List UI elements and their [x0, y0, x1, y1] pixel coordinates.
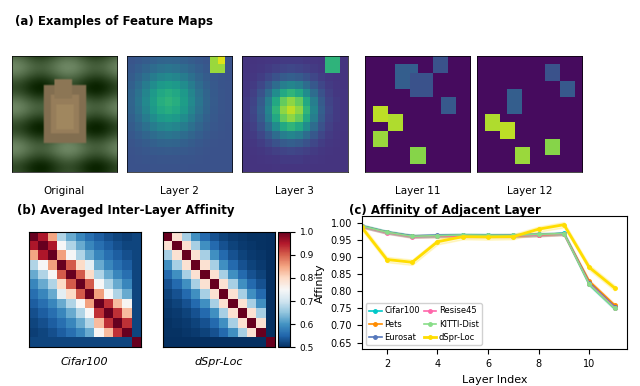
Pets — [560, 232, 568, 236]
Cifar100 — [434, 233, 442, 238]
Cifar100 — [560, 231, 568, 235]
dSpr-Loc — [434, 239, 442, 244]
Cifar100 — [509, 233, 517, 238]
Text: Cifar100: Cifar100 — [61, 357, 109, 367]
Resise45 — [408, 234, 416, 239]
Resise45 — [459, 234, 467, 238]
Eurosat — [383, 230, 391, 235]
Resise45 — [535, 233, 543, 237]
Cifar100 — [383, 230, 391, 234]
Line: Cifar100: Cifar100 — [360, 224, 616, 310]
FancyBboxPatch shape — [0, 6, 640, 197]
dSpr-Loc — [459, 234, 467, 239]
Resise45 — [358, 224, 365, 229]
Eurosat — [586, 280, 593, 285]
Cifar100 — [586, 282, 593, 287]
Eurosat — [611, 304, 618, 309]
Pets — [408, 234, 416, 239]
Text: dSpr-Loc: dSpr-Loc — [195, 357, 243, 367]
Eurosat — [408, 234, 416, 238]
Line: dSpr-Loc: dSpr-Loc — [360, 223, 616, 290]
Line: Resise45: Resise45 — [360, 225, 616, 310]
Resise45 — [434, 234, 442, 238]
Cifar100 — [535, 233, 543, 237]
X-axis label: Layer Index: Layer Index — [461, 374, 527, 384]
Text: (b) Averaged Inter-Layer Affinity: (b) Averaged Inter-Layer Affinity — [17, 204, 235, 217]
dSpr-Loc — [560, 222, 568, 227]
Pets — [484, 233, 492, 238]
Text: Layer 11: Layer 11 — [395, 186, 440, 196]
KITTI-Dist — [586, 282, 593, 287]
Eurosat — [535, 232, 543, 237]
KITTI-Dist — [358, 224, 365, 229]
dSpr-Loc — [383, 257, 391, 262]
Text: (a) Examples of Feature Maps: (a) Examples of Feature Maps — [15, 15, 212, 28]
Cifar100 — [484, 233, 492, 238]
FancyBboxPatch shape — [0, 195, 317, 382]
Cifar100 — [408, 234, 416, 238]
Pets — [383, 230, 391, 235]
Eurosat — [484, 233, 492, 238]
FancyBboxPatch shape — [310, 195, 640, 382]
dSpr-Loc — [586, 265, 593, 270]
Pets — [586, 279, 593, 283]
Pets — [358, 224, 365, 229]
KITTI-Dist — [484, 233, 492, 238]
Pets — [611, 303, 618, 307]
dSpr-Loc — [509, 234, 517, 239]
Line: Eurosat: Eurosat — [360, 224, 616, 308]
Resise45 — [509, 234, 517, 238]
dSpr-Loc — [358, 225, 365, 229]
dSpr-Loc — [535, 227, 543, 232]
Cifar100 — [611, 306, 618, 311]
Resise45 — [586, 281, 593, 286]
KITTI-Dist — [383, 230, 391, 235]
KITTI-Dist — [611, 306, 618, 311]
Resise45 — [383, 230, 391, 235]
Pets — [434, 234, 442, 238]
Text: Original: Original — [44, 186, 85, 196]
Text: (c) Affinity of Adjacent Layer: (c) Affinity of Adjacent Layer — [349, 204, 541, 217]
Y-axis label: Affinity: Affinity — [315, 263, 324, 303]
Eurosat — [459, 233, 467, 237]
Eurosat — [509, 233, 517, 237]
Text: Layer 2: Layer 2 — [160, 186, 199, 196]
Text: Layer 12: Layer 12 — [507, 186, 552, 196]
KITTI-Dist — [434, 233, 442, 238]
Resise45 — [484, 234, 492, 238]
Text: Layer 3: Layer 3 — [275, 186, 314, 196]
Line: KITTI-Dist: KITTI-Dist — [360, 224, 616, 310]
Legend: Cifar100, Pets, Eurosat, Resise45, KITTI-Dist, dSpr-Loc: Cifar100, Pets, Eurosat, Resise45, KITTI… — [366, 303, 482, 345]
dSpr-Loc — [408, 260, 416, 264]
Pets — [509, 234, 517, 238]
Resise45 — [560, 232, 568, 236]
KITTI-Dist — [535, 232, 543, 237]
KITTI-Dist — [509, 233, 517, 238]
KITTI-Dist — [560, 231, 568, 236]
dSpr-Loc — [484, 235, 492, 239]
Eurosat — [434, 233, 442, 238]
KITTI-Dist — [459, 233, 467, 237]
Cifar100 — [459, 233, 467, 237]
dSpr-Loc — [611, 286, 618, 290]
Pets — [535, 233, 543, 237]
Pets — [459, 234, 467, 238]
Cifar100 — [358, 223, 365, 228]
Eurosat — [358, 224, 365, 229]
Resise45 — [611, 305, 618, 310]
Line: Pets: Pets — [360, 224, 616, 306]
Eurosat — [560, 231, 568, 236]
KITTI-Dist — [408, 234, 416, 239]
